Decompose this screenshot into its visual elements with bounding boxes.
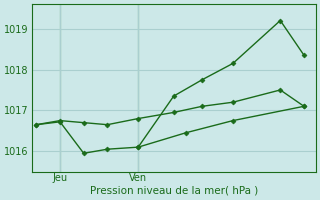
X-axis label: Pression niveau de la mer( hPa ): Pression niveau de la mer( hPa ) xyxy=(90,186,258,196)
